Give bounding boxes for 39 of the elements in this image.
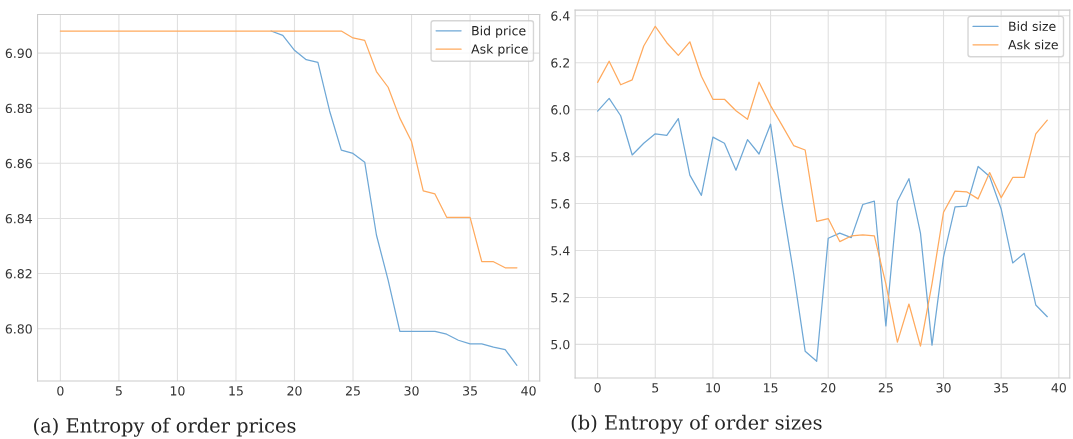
x-tick-label: 0	[57, 386, 64, 396]
y-tick-label: 5.6	[551, 199, 570, 209]
legend-label: Ask price	[471, 44, 528, 57]
legend-label: Bid size	[1009, 21, 1056, 32]
x-tick-label: 35	[463, 386, 477, 396]
x-tick-label: 40	[1051, 383, 1066, 393]
x-tick-label: 10	[170, 386, 185, 396]
x-tick-label: 10	[706, 383, 721, 393]
legend-label: Ask size	[1008, 39, 1058, 50]
x-tick-label: 15	[763, 383, 778, 393]
y-tick-label: 6.84	[5, 213, 32, 224]
y-tick-label: 6.0	[551, 105, 570, 115]
y-tick-label: 5.0	[551, 339, 570, 350]
y-tick-label: 6.82	[5, 269, 32, 279]
text: (b) Entropy of order sizes	[571, 414, 822, 434]
y-tick-label: 5.4	[551, 246, 570, 256]
x-tick-label: 25	[878, 383, 893, 393]
y-tick-label: 6.80	[5, 324, 32, 334]
legend-label: Bid price	[472, 25, 526, 38]
x-tick-label: 40	[521, 386, 536, 396]
x-tick-label: 5	[115, 386, 122, 396]
x-tick-label: 20	[821, 383, 836, 393]
x-tick-label: 30	[404, 386, 419, 396]
y-tick-label: 6.2	[551, 58, 570, 68]
y-tick-label: 5.8	[551, 152, 570, 162]
x-tick-label: 5	[652, 383, 659, 393]
y-tick-label: 6.90	[5, 48, 32, 58]
y-tick-label: 6.86	[5, 158, 32, 169]
x-tick-label: 0	[594, 383, 601, 393]
text: (a) Entropy of order prices	[34, 417, 296, 437]
x-tick-label: 25	[345, 386, 360, 396]
y-tick-label: 6.88	[5, 103, 32, 114]
x-tick-label: 15	[229, 386, 243, 396]
x-tick-label: 35	[994, 383, 1009, 393]
y-tick-label: 5.2	[551, 292, 570, 303]
line-series	[596, 97, 1048, 362]
x-tick-label: 30	[936, 383, 951, 393]
x-tick-label: 20	[287, 386, 302, 396]
y-tick-label: 6.4	[551, 11, 570, 21]
